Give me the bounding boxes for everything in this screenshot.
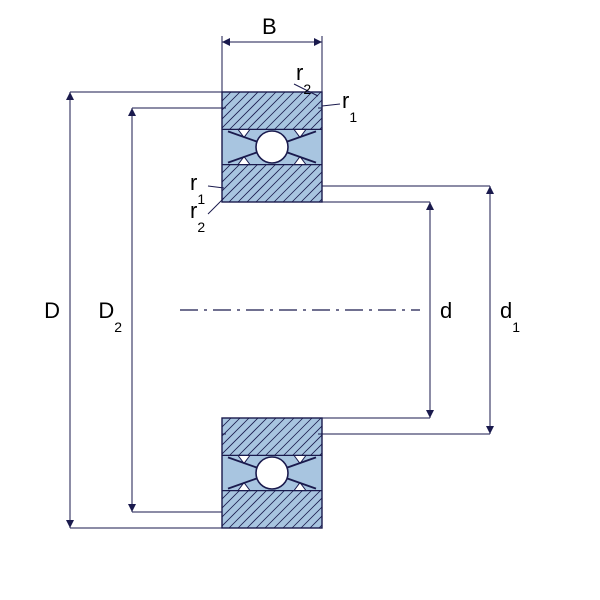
dim-label-D2: D2 (98, 298, 122, 335)
dim-label-d: d (440, 298, 452, 323)
dim-label-B: B (262, 14, 277, 39)
dim-label-d1: d1 (500, 298, 520, 335)
dim-label-r1-outer: r1 (342, 88, 357, 125)
dim-label-D: D (44, 298, 60, 323)
bearing-cross-section-diagram: BDD2dd1r2r1r1r2 (0, 0, 600, 600)
